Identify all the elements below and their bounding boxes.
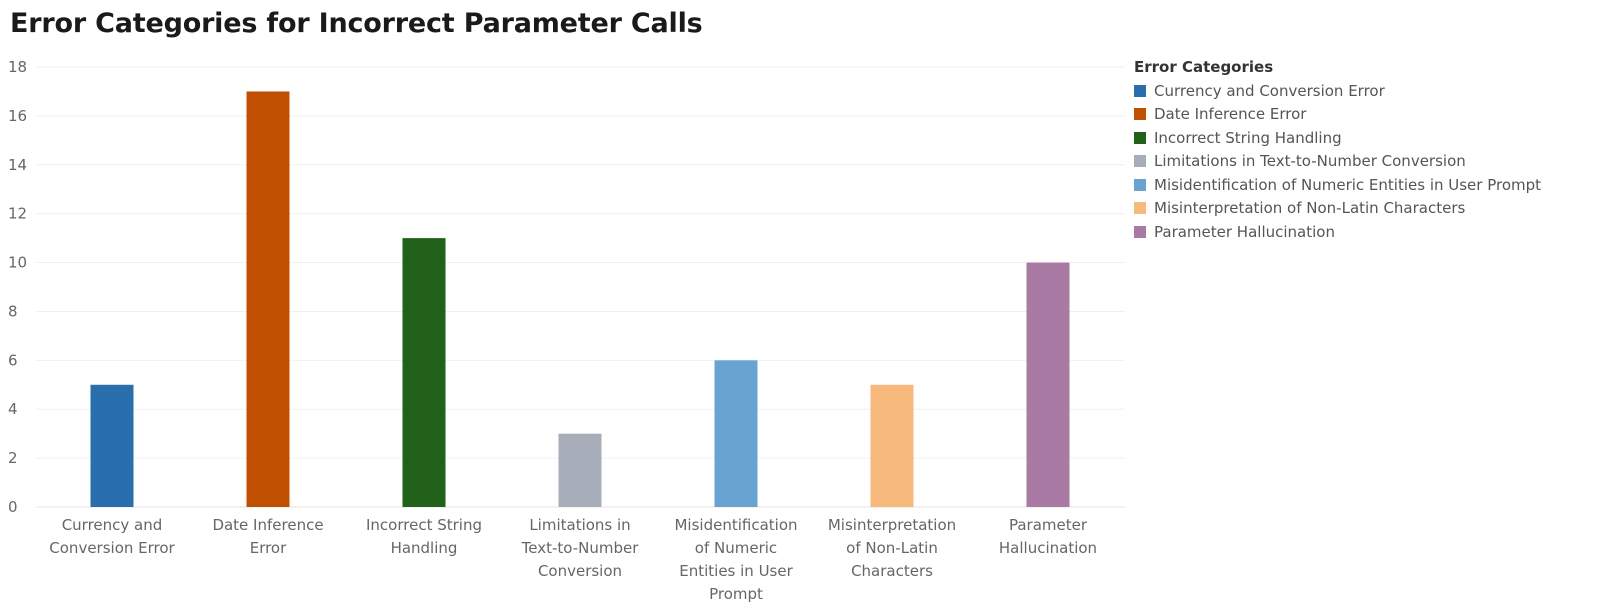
- bar[interactable]: [90, 384, 134, 507]
- x-tick-label: of Non-Latin: [846, 539, 938, 557]
- x-tick-label: Date Inference: [212, 516, 323, 534]
- y-tick-label: 14: [8, 156, 27, 174]
- x-tick-label: Incorrect String: [366, 516, 482, 534]
- y-tick-label: 8: [8, 302, 18, 320]
- x-tick-label: Currency and: [62, 516, 163, 534]
- legend-label: Misinterpretation of Non-Latin Character…: [1154, 199, 1466, 218]
- x-tick-label: Text-to-Number: [521, 539, 640, 557]
- legend-swatch: [1134, 202, 1146, 215]
- plot-area: [36, 55, 1125, 507]
- y-tick-label: 4: [8, 400, 18, 418]
- x-tick-label: Conversion Error: [49, 539, 175, 557]
- chart-title: Error Categories for Incorrect Parameter…: [10, 8, 703, 39]
- legend-item[interactable]: Misinterpretation of Non-Latin Character…: [1134, 197, 1541, 221]
- x-tick-label: Misinterpretation: [828, 516, 956, 534]
- legend-label: Date Inference Error: [1154, 105, 1307, 124]
- x-tick-label: Misidentification: [674, 516, 797, 534]
- legend-swatch: [1134, 178, 1146, 191]
- legend-swatch: [1134, 108, 1146, 121]
- bar[interactable]: [714, 360, 758, 507]
- legend-label: Parameter Hallucination: [1154, 222, 1335, 241]
- legend-swatch: [1134, 131, 1146, 144]
- legend-title: Error Categories: [1134, 58, 1274, 76]
- x-tick-label: Limitations in: [529, 516, 630, 534]
- legend-item[interactable]: Limitations in Text-to-Number Conversion: [1134, 150, 1541, 174]
- y-tick-label: 6: [8, 351, 18, 369]
- x-tick-label: of Numeric: [695, 539, 777, 557]
- legend-label: Incorrect String Handling: [1154, 128, 1342, 147]
- legend-item[interactable]: Incorrect String Handling: [1134, 126, 1541, 150]
- chart-legend: Error Categories Currency and Conversion…: [1134, 58, 1541, 244]
- y-tick-label: 0: [8, 498, 18, 516]
- y-tick-label: 10: [8, 254, 27, 272]
- legend-label: Currency and Conversion Error: [1154, 81, 1385, 100]
- y-tick-label: 12: [8, 205, 27, 223]
- x-tick-label: Conversion: [538, 562, 622, 580]
- legend-item[interactable]: Parameter Hallucination: [1134, 220, 1541, 244]
- legend-swatch: [1134, 155, 1146, 168]
- x-tick-label: Parameter: [1009, 516, 1088, 534]
- legend-label: Misidentification of Numeric Entities in…: [1154, 175, 1542, 194]
- legend-item[interactable]: Misidentification of Numeric Entities in…: [1134, 173, 1541, 197]
- legend-items: Currency and Conversion Error Date Infere…: [1134, 79, 1541, 244]
- x-tick-label: Entities in User: [679, 562, 793, 580]
- legend-item[interactable]: Date Inference Error: [1134, 103, 1541, 127]
- y-tick-label: 16: [8, 107, 27, 125]
- legend-swatch: [1134, 225, 1146, 238]
- bar[interactable]: [402, 238, 446, 507]
- legend-item[interactable]: Currency and Conversion Error: [1134, 79, 1541, 103]
- legend-swatch: [1134, 84, 1146, 97]
- legend-label: Limitations in Text-to-Number Conversion: [1154, 152, 1466, 171]
- x-tick-label: Prompt: [709, 585, 763, 603]
- bar[interactable]: [1026, 262, 1070, 507]
- bar[interactable]: [558, 433, 602, 507]
- y-tick-label: 18: [8, 58, 27, 76]
- bar-chart: 0 2 4 6 8 10 12 14 16 18 Currency and Conversion Er…: [8, 55, 1125, 603]
- y-tick-label: 2: [8, 449, 18, 467]
- x-tick-label: Characters: [851, 562, 933, 580]
- x-tick-label: Handling: [391, 539, 458, 557]
- x-tick-label: Error: [250, 539, 287, 557]
- x-tick-label: Hallucination: [999, 539, 1097, 557]
- bar[interactable]: [870, 384, 914, 507]
- bar[interactable]: [246, 91, 290, 507]
